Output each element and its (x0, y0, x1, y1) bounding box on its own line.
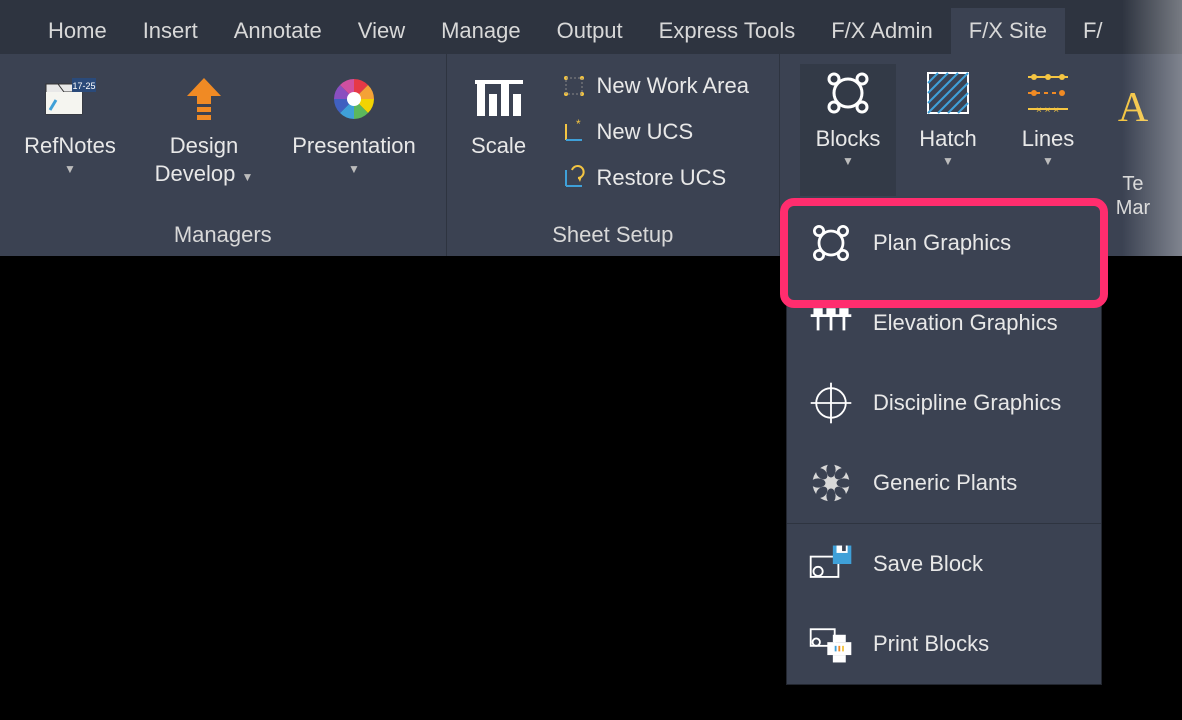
elevation-graphics-label: Elevation Graphics (873, 310, 1058, 336)
titlebar (0, 0, 1182, 8)
lines-button[interactable]: × × × Lines ▼ (1000, 64, 1096, 196)
generic-plants-label: Generic Plants (873, 470, 1017, 496)
presentation-label: Presentation (292, 132, 416, 160)
restore-ucs-icon (559, 163, 589, 193)
lines-label: Lines (1022, 126, 1075, 152)
text-manager-button-partial[interactable]: A Te Mar (1104, 64, 1162, 196)
save-block-label: Save Block (873, 551, 983, 577)
right-line1: Te (1122, 173, 1143, 195)
design-develop-button[interactable]: Design Develop ▼ (140, 64, 268, 187)
plan-graphics-item[interactable]: Plan Graphics (787, 203, 1101, 283)
elevation-graphics-item[interactable]: Elevation Graphics (787, 283, 1101, 363)
new-ucs-icon: * (559, 117, 589, 147)
caret-icon: ▼ (64, 162, 76, 176)
work-area-icon (559, 71, 589, 101)
restore-ucs-button[interactable]: Restore UCS (551, 158, 757, 198)
restore-ucs-label: Restore UCS (597, 165, 727, 191)
save-block-icon (805, 538, 857, 590)
scale-button[interactable]: Scale (453, 64, 545, 160)
discipline-graphics-item[interactable]: Discipline Graphics (787, 363, 1101, 443)
svg-text:× × ×: × × × (1036, 105, 1059, 116)
crosshair-icon (805, 377, 857, 429)
generic-plants-item[interactable]: Generic Plants (787, 443, 1101, 523)
panel-managers-label: Managers (6, 216, 440, 250)
svg-text:*: * (576, 118, 581, 131)
caret-icon: ▼ (842, 154, 854, 168)
refnotes-label: RefNotes (24, 132, 116, 160)
discipline-graphics-label: Discipline Graphics (873, 390, 1061, 416)
scale-label: Scale (471, 132, 526, 160)
letter-a-icon: A (1118, 84, 1148, 132)
new-work-area-label: New Work Area (597, 73, 749, 99)
blocks-icon (805, 217, 857, 269)
tab-manage[interactable]: Manage (423, 8, 539, 54)
save-block-item[interactable]: Save Block (787, 524, 1101, 604)
print-blocks-icon (805, 618, 857, 670)
design-develop-label: Design Develop ▼ (140, 132, 268, 187)
color-wheel-icon (325, 70, 383, 128)
tab-fx-admin[interactable]: F/X Admin (813, 8, 950, 54)
ribbon-tabs: Home Insert Annotate View Manage Output … (0, 8, 1182, 54)
new-ucs-label: New UCS (597, 119, 694, 145)
hatch-label: Hatch (919, 126, 976, 152)
blocks-icon (819, 64, 877, 122)
tab-output[interactable]: Output (539, 8, 641, 54)
caret-icon: ▼ (1042, 154, 1054, 168)
lines-icon: × × × (1019, 64, 1077, 122)
panel-managers: 17-25 RefNotes ▼ Design Develop ▼ (0, 54, 447, 256)
blocks-label: Blocks (816, 126, 881, 152)
blocks-button[interactable]: Blocks ▼ (800, 64, 896, 196)
caret-icon: ▼ (348, 162, 360, 176)
plant-icon (805, 457, 857, 509)
tab-annotate[interactable]: Annotate (216, 8, 340, 54)
tab-view[interactable]: View (340, 8, 423, 54)
hatch-button[interactable]: Hatch ▼ (900, 64, 996, 196)
refnotes-icon: 17-25 (41, 70, 99, 128)
right-line2: Mar (1116, 197, 1150, 219)
new-work-area-button[interactable]: New Work Area (551, 66, 757, 106)
blocks-dropdown: Plan Graphics Elevation Graphics Discipl… (786, 202, 1102, 685)
tab-fx-site[interactable]: F/X Site (951, 8, 1065, 54)
scale-icon (470, 70, 528, 128)
hatch-icon (919, 64, 977, 122)
tab-insert[interactable]: Insert (125, 8, 216, 54)
refnotes-button[interactable]: 17-25 RefNotes ▼ (6, 64, 134, 176)
tab-home[interactable]: Home (30, 8, 125, 54)
new-ucs-button[interactable]: * New UCS (551, 112, 757, 152)
tab-cutoff[interactable]: F/ (1065, 8, 1121, 54)
panel-sheet-setup-label: Sheet Setup (453, 216, 773, 250)
arrow-up-icon (175, 70, 233, 128)
svg-text:17-25: 17-25 (72, 81, 95, 91)
print-blocks-label: Print Blocks (873, 631, 989, 657)
elevation-icon (805, 297, 857, 349)
panel-sheet-setup: Scale New Work Area (447, 54, 780, 256)
print-blocks-item[interactable]: Print Blocks (787, 604, 1101, 684)
tab-express-tools[interactable]: Express Tools (641, 8, 814, 54)
plan-graphics-label: Plan Graphics (873, 230, 1011, 256)
caret-icon: ▼ (942, 154, 954, 168)
presentation-button[interactable]: Presentation ▼ (274, 64, 434, 176)
